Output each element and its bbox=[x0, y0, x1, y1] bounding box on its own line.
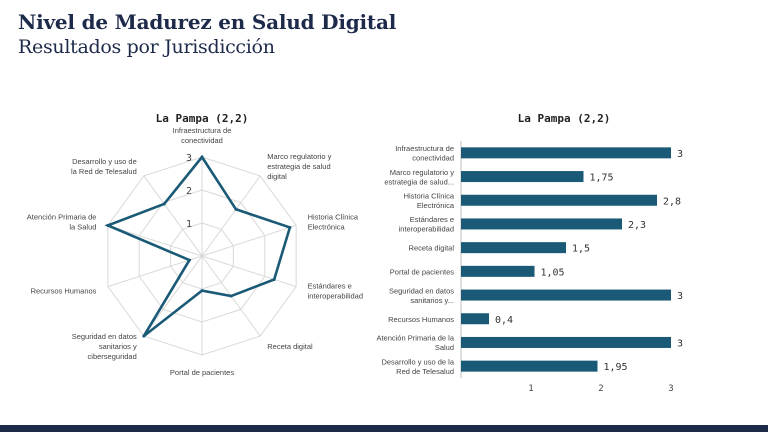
bar-value-label: 2,3 bbox=[628, 220, 646, 231]
radar-point bbox=[106, 223, 110, 227]
radar-category-label: Desarrollo y uso de la Red de Telesalud bbox=[71, 157, 137, 176]
radar-category-label: Infraestructura de conectividad bbox=[173, 126, 232, 145]
radar-point bbox=[229, 294, 233, 298]
bar-x-tick-label: 1 bbox=[528, 384, 533, 394]
radar-category-label: Estándares e interoperabilidad bbox=[308, 281, 363, 300]
radar-spoke bbox=[143, 175, 203, 257]
radar-spoke bbox=[201, 224, 297, 257]
bar-x-tick-label: 3 bbox=[668, 384, 673, 394]
bar-value-label: 3 bbox=[677, 149, 683, 160]
radar-point bbox=[272, 277, 276, 281]
bar-value-label: 1,05 bbox=[541, 267, 565, 278]
radar-category-label: Portal de pacientes bbox=[170, 368, 234, 377]
bar-category-label: Receta digital bbox=[409, 244, 455, 253]
bar-value-label: 1,95 bbox=[604, 362, 628, 373]
slide-title: Nivel de Madurez en Salud Digital bbox=[18, 10, 397, 34]
radar-point bbox=[234, 207, 238, 211]
radar-spoke bbox=[201, 175, 261, 257]
radar-point bbox=[187, 258, 191, 262]
bar-value-label: 3 bbox=[677, 338, 683, 349]
radar-category-label: Marco regulatorio y estrategia de salud di… bbox=[267, 152, 331, 181]
bar bbox=[461, 147, 671, 159]
bar bbox=[461, 242, 566, 254]
radar-tick-label: 1 bbox=[186, 219, 192, 230]
radar-tick-label: 3 bbox=[186, 153, 192, 164]
bar-value-label: 0,4 bbox=[495, 315, 513, 326]
radar-point bbox=[142, 334, 146, 338]
bar-category-label: Portal de pacientes bbox=[390, 267, 454, 276]
radar-spoke bbox=[201, 255, 297, 288]
radar-category-label: Atención Primaria de la Salud bbox=[27, 213, 97, 232]
radar-point bbox=[200, 289, 204, 293]
bar bbox=[461, 218, 622, 230]
bar-category-label: Atención Primaria de la Salud bbox=[376, 334, 454, 353]
radar-spoke bbox=[107, 224, 203, 257]
bar bbox=[461, 360, 598, 372]
bar-category-label: Estándares e interoperabilidad bbox=[399, 215, 454, 234]
radar-point bbox=[200, 155, 204, 159]
bar-category-label: Recursos Humanos bbox=[388, 315, 454, 324]
radar-point bbox=[162, 202, 166, 206]
bar bbox=[461, 265, 535, 277]
radar-category-label: Seguridad en datos sanitarios y cibersegur… bbox=[72, 332, 137, 361]
bar bbox=[461, 289, 671, 301]
bar-chart-title: La Pampa (2,2) bbox=[518, 112, 611, 125]
bar-x-tick-label: 2 bbox=[598, 384, 603, 394]
radar-category-label: Receta digital bbox=[267, 342, 313, 351]
bar-value-label: 3 bbox=[677, 291, 683, 302]
radar-spoke bbox=[107, 255, 203, 288]
bar bbox=[461, 336, 671, 348]
bar-value-label: 1,5 bbox=[572, 244, 590, 255]
radar-spoke bbox=[143, 255, 203, 337]
radar-category-label: Recursos Humanos bbox=[31, 286, 97, 295]
radar-chart-title: La Pampa (2,2) bbox=[156, 112, 249, 125]
radar-tick-label: 2 bbox=[186, 186, 192, 197]
bar bbox=[461, 171, 584, 183]
footer-bar bbox=[0, 425, 768, 432]
bar-value-label: 1,75 bbox=[590, 173, 614, 184]
bar-category-label: Desarrollo y uso de la Red de Telesalud bbox=[381, 357, 454, 376]
radar-category-label: Historia Clínica Electrónica bbox=[308, 213, 359, 232]
bar-category-label: Seguridad en datos sanitarios y... bbox=[389, 286, 454, 305]
bar-category-label: Historia Clínica Electrónica bbox=[404, 192, 455, 211]
bar bbox=[461, 313, 489, 325]
radar-point bbox=[288, 225, 292, 229]
bar-category-label: Marco regulatorio y estrategia de salud..… bbox=[384, 168, 454, 187]
bar-category-label: Infraestructura de conectividad bbox=[395, 144, 454, 163]
bar bbox=[461, 194, 657, 206]
slide-subtitle: Resultados por Jurisdicción bbox=[18, 36, 275, 58]
bar-value-label: 2,8 bbox=[663, 196, 681, 207]
